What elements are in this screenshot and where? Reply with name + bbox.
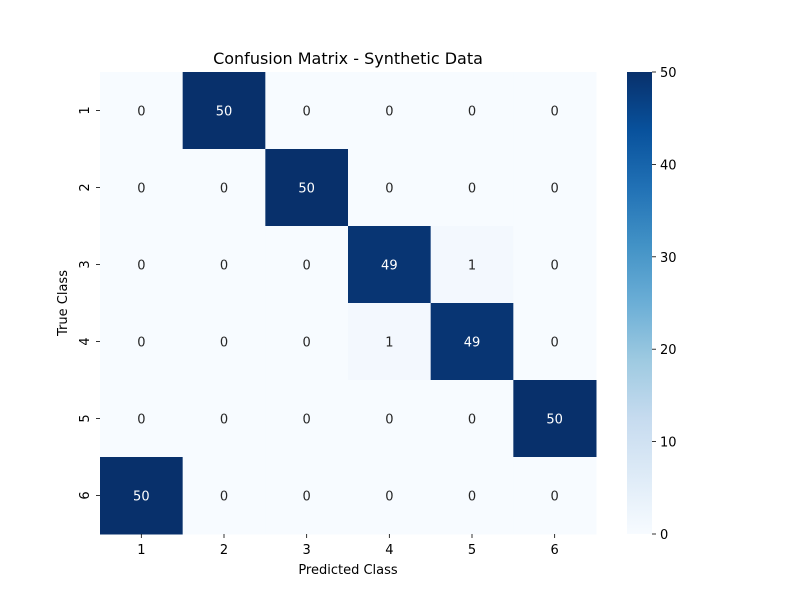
x-tick-label: 5 bbox=[468, 543, 476, 558]
cell-value-label: 0 bbox=[551, 259, 559, 274]
x-tick-label: 2 bbox=[220, 543, 228, 558]
cell-value-label: 1 bbox=[385, 336, 393, 351]
colorbar-tick-label: 40 bbox=[660, 158, 677, 173]
y-axis-label: True Class bbox=[56, 270, 71, 337]
y-tick-label: 5 bbox=[78, 414, 93, 422]
cell-value-label: 0 bbox=[137, 105, 145, 120]
x-tick-label: 4 bbox=[385, 543, 393, 558]
heatmap-cell bbox=[513, 303, 597, 381]
colorbar-ticks: 0 10 20 30 40 50 bbox=[652, 66, 677, 543]
heatmap-cell bbox=[513, 72, 597, 150]
heatmap-cell bbox=[182, 149, 266, 227]
heatmap-cell bbox=[182, 457, 266, 535]
y-axis-ticks: 1 2 3 4 5 6 bbox=[78, 106, 100, 500]
cell-value-label: 0 bbox=[137, 336, 145, 351]
cell-value-label: 0 bbox=[137, 259, 145, 274]
heatmap-cell bbox=[182, 226, 266, 304]
heatmap-cell bbox=[100, 380, 184, 458]
x-tick-label: 3 bbox=[303, 543, 311, 558]
heatmap-cell bbox=[100, 303, 184, 381]
x-axis-label: Predicted Class bbox=[298, 563, 398, 578]
cell-value-label: 50 bbox=[546, 413, 563, 428]
heatmap-cell bbox=[348, 303, 432, 381]
colorbar bbox=[627, 72, 652, 534]
cell-value-label: 0 bbox=[303, 105, 311, 120]
cell-value-label: 0 bbox=[220, 413, 228, 428]
y-tick-label: 3 bbox=[78, 260, 93, 268]
y-tick-label: 1 bbox=[78, 106, 93, 114]
cell-value-label: 49 bbox=[381, 259, 398, 274]
cell-value-label: 0 bbox=[137, 182, 145, 197]
heatmap-cell bbox=[265, 226, 349, 304]
heatmap-cell bbox=[430, 457, 514, 535]
heatmap-cell bbox=[182, 303, 266, 381]
x-axis-ticks: 1 2 3 4 5 6 bbox=[137, 534, 559, 558]
y-tick-label: 2 bbox=[78, 183, 93, 191]
heatmap-cell bbox=[430, 380, 514, 458]
colorbar-tick-label: 20 bbox=[660, 343, 677, 358]
cell-value-label: 50 bbox=[298, 182, 315, 197]
heatmap-cell bbox=[265, 149, 349, 227]
cell-value-label: 0 bbox=[551, 182, 559, 197]
heatmap-cell bbox=[348, 457, 432, 535]
heatmap-cells: 0 50 0 0 0 0 0 0 50 0 0 0 0 0 0 49 1 0 0 0 0 1 49 0 0 0 0 0 0 50 50 0 0 0… bbox=[100, 72, 597, 535]
cell-value-label: 50 bbox=[216, 105, 233, 120]
cell-value-label: 0 bbox=[551, 105, 559, 120]
cell-value-label: 0 bbox=[551, 336, 559, 351]
cell-value-label: 0 bbox=[137, 413, 145, 428]
heatmap-cell bbox=[100, 72, 184, 150]
heatmap-cell bbox=[100, 226, 184, 304]
cell-value-label: 0 bbox=[303, 490, 311, 505]
cell-value-label: 0 bbox=[220, 336, 228, 351]
heatmap-cell bbox=[265, 380, 349, 458]
x-tick-label: 6 bbox=[551, 543, 559, 558]
cell-value-label: 0 bbox=[220, 182, 228, 197]
chart-title: Confusion Matrix - Synthetic Data bbox=[213, 49, 483, 68]
cell-value-label: 50 bbox=[133, 490, 150, 505]
heatmap-cell bbox=[430, 226, 514, 304]
cell-value-label: 0 bbox=[303, 259, 311, 274]
cell-value-label: 0 bbox=[468, 105, 476, 120]
heatmap-cell bbox=[348, 72, 432, 150]
heatmap-cell bbox=[182, 72, 266, 150]
cell-value-label: 0 bbox=[385, 105, 393, 120]
cell-value-label: 0 bbox=[468, 490, 476, 505]
heatmap-cell bbox=[513, 149, 597, 227]
colorbar-tick-label: 50 bbox=[660, 66, 677, 81]
cell-value-label: 0 bbox=[468, 413, 476, 428]
heatmap-cell bbox=[100, 457, 184, 535]
colorbar-tick-label: 30 bbox=[660, 251, 677, 266]
heatmap-cell bbox=[265, 72, 349, 150]
cell-value-label: 0 bbox=[220, 259, 228, 274]
cell-value-label: 0 bbox=[551, 490, 559, 505]
heatmap-cell bbox=[430, 149, 514, 227]
cell-value-label: 0 bbox=[385, 182, 393, 197]
cell-value-label: 1 bbox=[468, 259, 476, 274]
heatmap-cell bbox=[430, 72, 514, 150]
cell-value-label: 0 bbox=[303, 413, 311, 428]
heatmap-cell bbox=[348, 149, 432, 227]
colorbar-tick-label: 10 bbox=[660, 436, 677, 451]
cell-value-label: 0 bbox=[468, 182, 476, 197]
cell-value-label: 0 bbox=[385, 490, 393, 505]
cell-value-label: 0 bbox=[385, 413, 393, 428]
heatmap-cell bbox=[182, 380, 266, 458]
heatmap-cell bbox=[265, 303, 349, 381]
cell-value-label: 49 bbox=[464, 336, 481, 351]
heatmap-cell bbox=[265, 457, 349, 535]
y-tick-label: 4 bbox=[78, 337, 93, 345]
heatmap-cell bbox=[513, 226, 597, 304]
heatmap-cell bbox=[100, 149, 184, 227]
heatmap-cell bbox=[348, 226, 432, 304]
heatmap-cell bbox=[513, 457, 597, 535]
y-tick-label: 6 bbox=[78, 491, 93, 499]
colorbar-tick-label: 0 bbox=[660, 528, 668, 543]
heatmap-cell bbox=[430, 303, 514, 381]
heatmap-cell bbox=[348, 380, 432, 458]
x-tick-label: 1 bbox=[137, 543, 145, 558]
cell-value-label: 0 bbox=[303, 336, 311, 351]
cell-value-label: 0 bbox=[220, 490, 228, 505]
heatmap-cell bbox=[513, 380, 597, 458]
